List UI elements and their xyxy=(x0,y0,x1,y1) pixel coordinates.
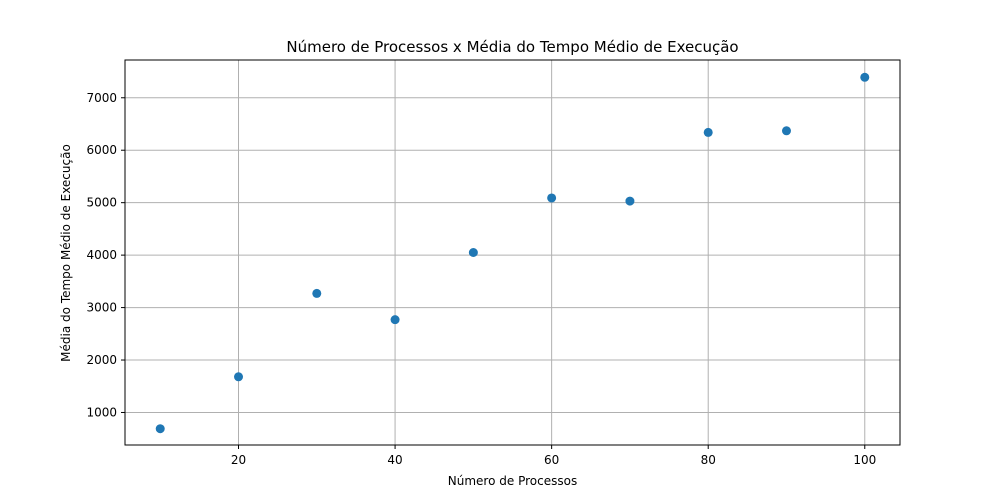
y-tick-label: 4000 xyxy=(86,248,117,262)
data-point xyxy=(703,127,713,137)
data-point xyxy=(781,126,791,136)
data-points xyxy=(155,72,870,434)
y-tick-label: 3000 xyxy=(86,301,117,315)
chart-title: Número de Processos x Média do Tempo Méd… xyxy=(286,38,738,56)
plot-area-frame xyxy=(124,59,901,446)
x-tick-label: 40 xyxy=(387,453,402,467)
data-point xyxy=(468,248,478,257)
x-axis-label: Número de Processos xyxy=(448,474,577,488)
data-point xyxy=(390,315,400,325)
x-tick-label: 100 xyxy=(853,453,876,467)
x-tick-label: 20 xyxy=(231,453,246,467)
x-tick-label: 80 xyxy=(701,453,716,467)
x-tick-label: 60 xyxy=(544,453,559,467)
y-tick-label: 6000 xyxy=(86,143,117,157)
data-point xyxy=(547,193,557,203)
data-point xyxy=(155,424,165,434)
data-point xyxy=(234,372,244,382)
y-axis-label: Média do Tempo Médio de Execução xyxy=(59,144,73,362)
y-tick-label: 7000 xyxy=(86,91,117,105)
data-point xyxy=(860,72,870,82)
y-tick-label: 2000 xyxy=(86,353,117,367)
y-tick-label: 5000 xyxy=(86,196,117,210)
grid-lines xyxy=(125,60,900,445)
data-point xyxy=(312,288,322,298)
axis-ticks: 20 40 60 80 100 1000 2000 3000 4000 5000 6000 7000 xyxy=(86,91,876,467)
data-point xyxy=(625,196,635,206)
y-tick-label: 1000 xyxy=(86,405,117,419)
